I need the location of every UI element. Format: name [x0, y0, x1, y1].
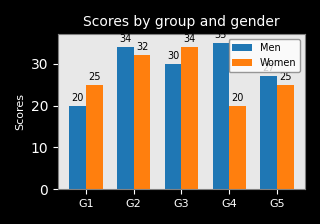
Bar — [86, 85, 103, 189]
Bar — [229, 106, 246, 189]
Text: 20: 20 — [231, 93, 244, 103]
Text: 27: 27 — [262, 63, 275, 73]
Text: 25: 25 — [279, 72, 292, 82]
Y-axis label: Scores: Scores — [15, 93, 25, 130]
Text: 34: 34 — [119, 34, 132, 44]
Bar — [260, 76, 277, 189]
Text: 25: 25 — [88, 72, 100, 82]
Bar — [277, 85, 294, 189]
Bar — [117, 47, 134, 189]
Text: 35: 35 — [215, 30, 227, 40]
Text: 34: 34 — [184, 34, 196, 44]
Title: Scores by group and gender: Scores by group and gender — [83, 15, 280, 29]
Bar — [165, 64, 181, 189]
Text: 30: 30 — [167, 51, 179, 61]
Text: 32: 32 — [136, 43, 148, 52]
Bar — [69, 106, 86, 189]
Bar — [212, 43, 229, 189]
Legend: Men, Women: Men, Women — [228, 39, 300, 72]
Bar — [134, 55, 150, 189]
Text: 20: 20 — [71, 93, 84, 103]
Bar — [181, 47, 198, 189]
